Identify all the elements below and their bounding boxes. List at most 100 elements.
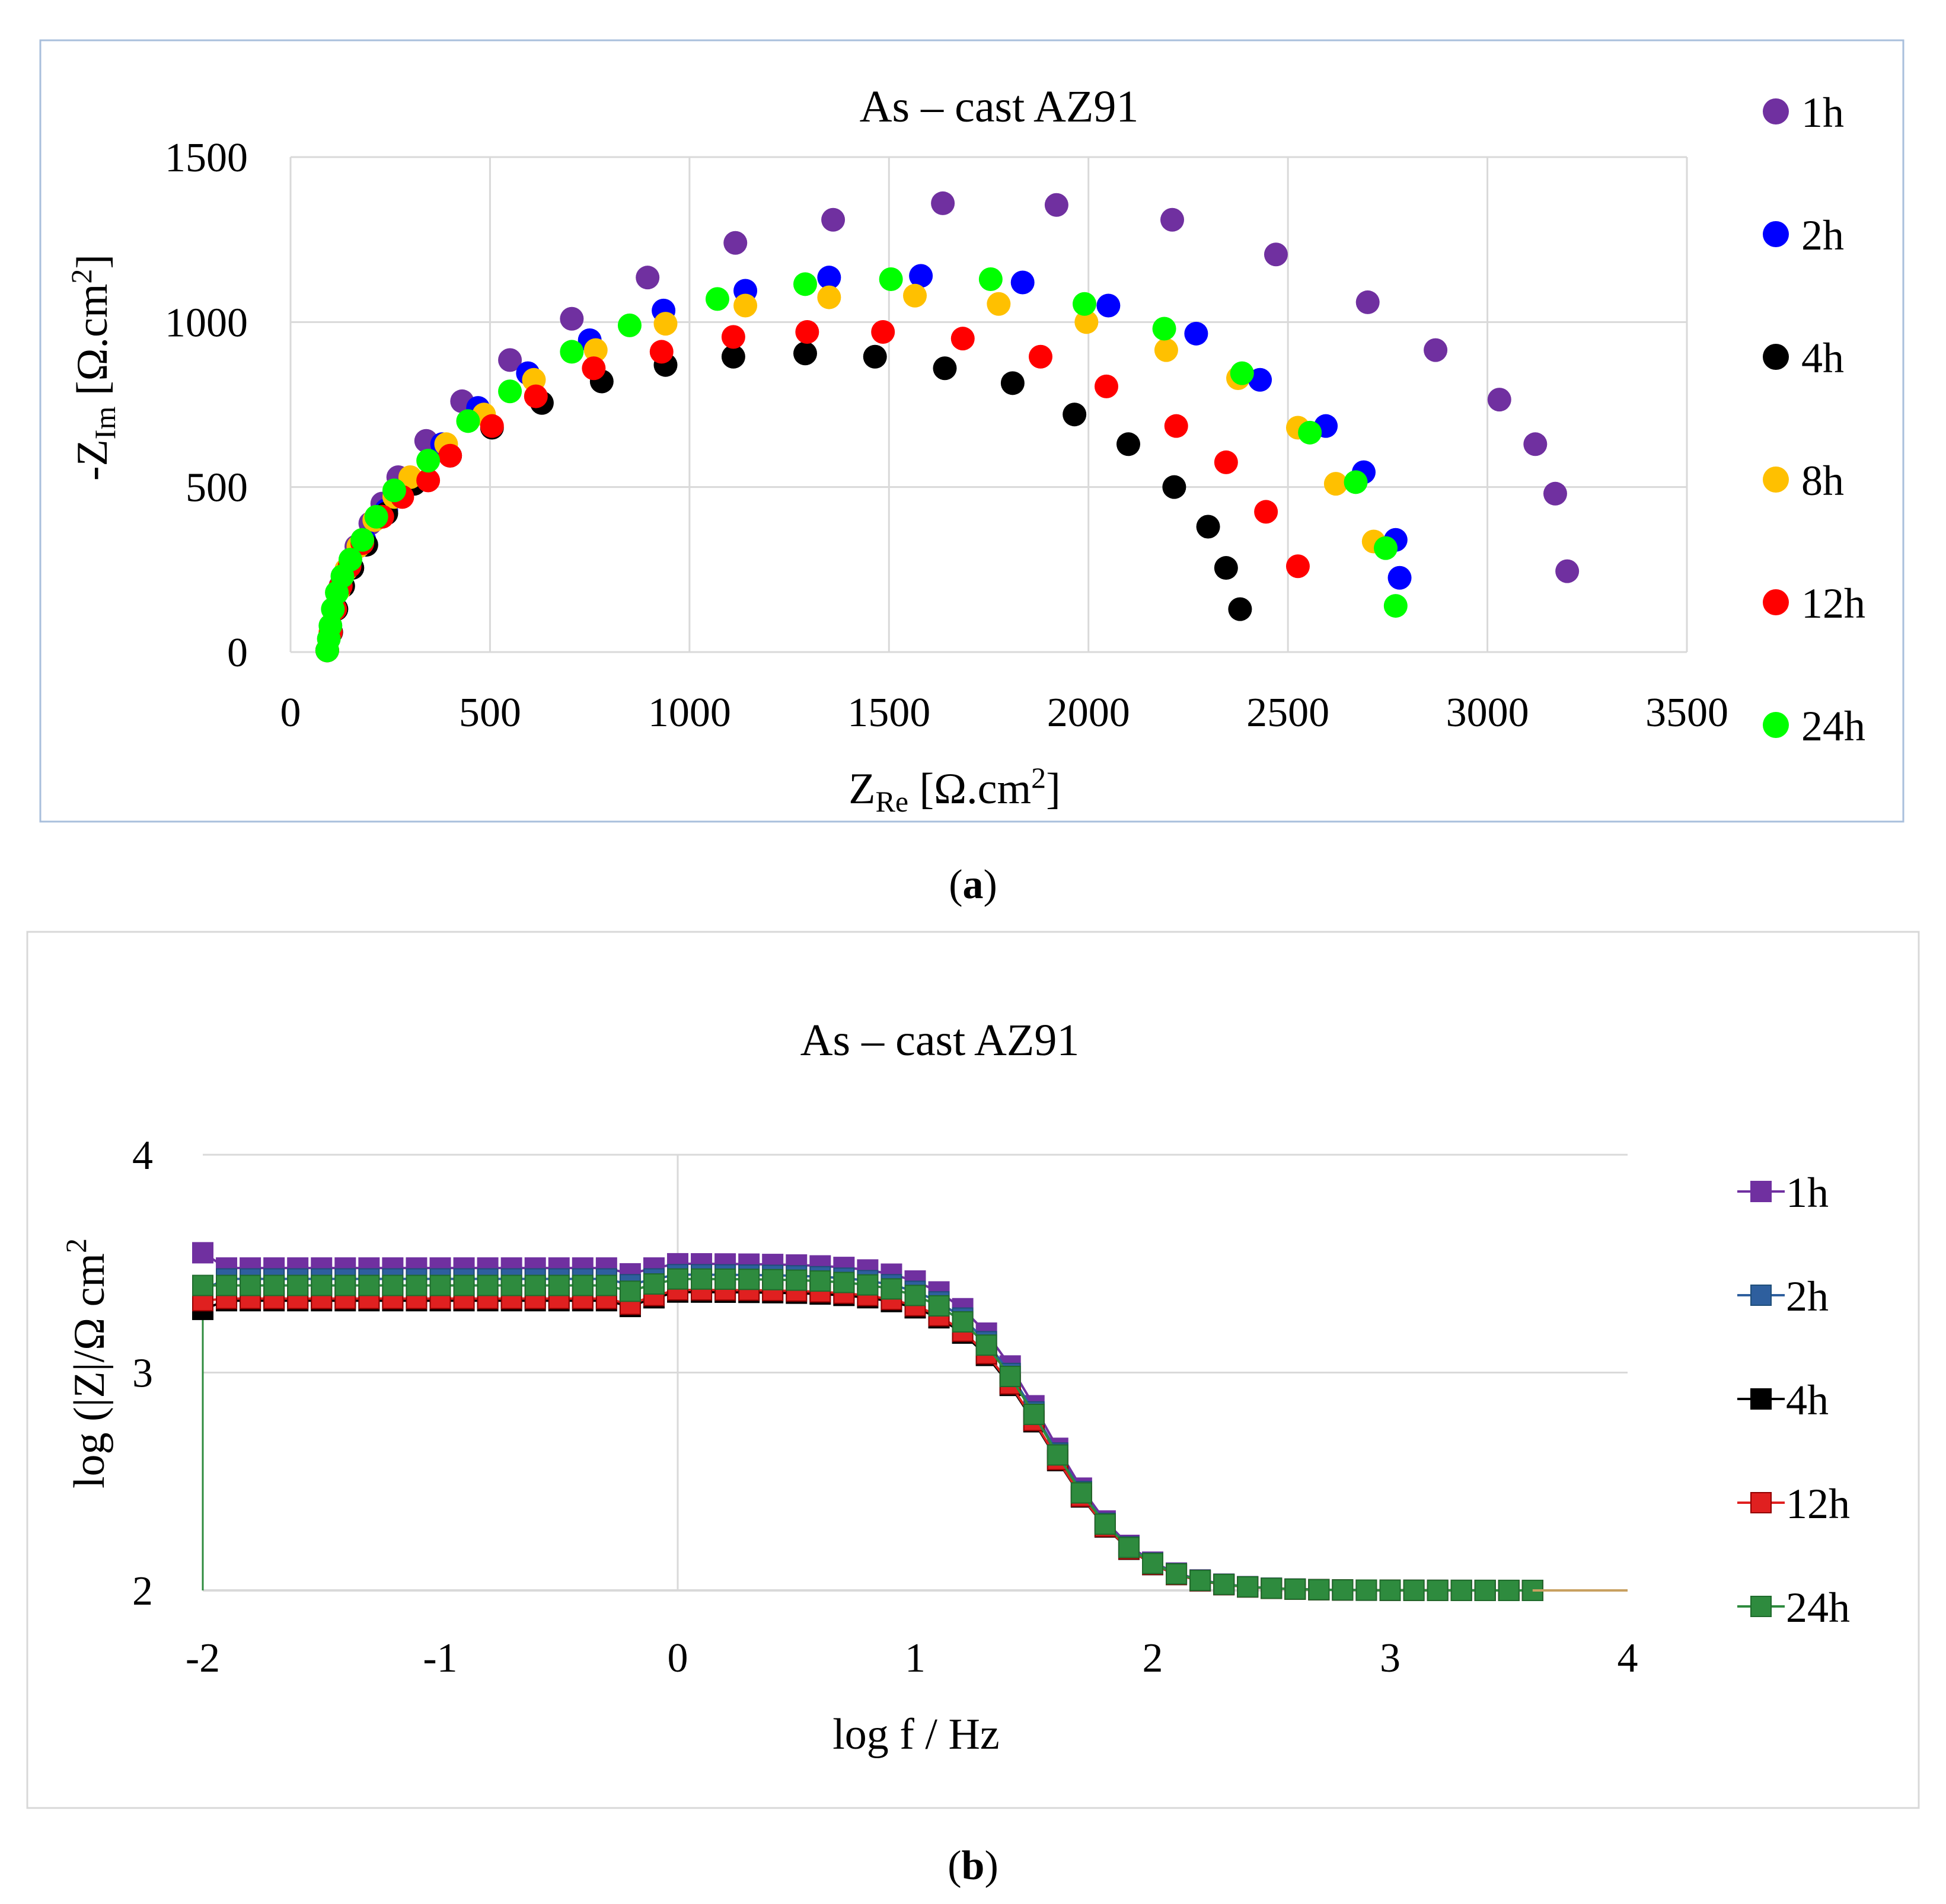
- data-point: [1230, 361, 1254, 385]
- panel-a-xtick-label: 1500: [847, 690, 930, 736]
- data-point: [649, 340, 674, 364]
- data-point: [1154, 338, 1178, 362]
- data-point: [548, 1274, 570, 1296]
- data-point: [863, 344, 887, 369]
- legend-label: 4h: [1801, 334, 1844, 382]
- legend-marker: [1763, 589, 1789, 615]
- legend-marker: [1750, 1492, 1772, 1513]
- data-point: [721, 344, 745, 369]
- legend-label: 1h: [1786, 1169, 1829, 1216]
- data-point: [1166, 1563, 1188, 1585]
- data-point: [498, 348, 522, 372]
- data-point: [595, 1274, 617, 1296]
- panel-a-ytick-label: 500: [186, 465, 248, 511]
- data-point: [453, 1274, 475, 1296]
- data-point: [1450, 1579, 1472, 1601]
- data-point: [263, 1274, 285, 1296]
- panel-b-title: As – cast AZ91: [800, 1015, 1080, 1065]
- data-point: [721, 325, 745, 349]
- data-point: [691, 1268, 713, 1290]
- legend-item-24h: 24h: [1763, 702, 1865, 750]
- data-point: [1403, 1579, 1425, 1601]
- panel-b-xtick-label: 3: [1380, 1635, 1401, 1681]
- panel-a-frame: [39, 39, 1904, 823]
- legend-item-12h: 12h: [1737, 1480, 1850, 1528]
- data-point: [952, 1311, 974, 1333]
- legend-label: 24h: [1786, 1584, 1850, 1631]
- legend-item-1h: 1h: [1737, 1169, 1829, 1216]
- data-point: [987, 292, 1011, 316]
- panel-a-xtick-label: 0: [280, 690, 301, 736]
- data-point: [1184, 321, 1208, 346]
- data-point: [216, 1274, 238, 1296]
- data-point: [560, 306, 584, 331]
- data-point: [1323, 472, 1348, 496]
- legend-marker: [1750, 1388, 1772, 1410]
- data-point: [653, 312, 678, 336]
- legend-label: 1h: [1801, 89, 1844, 136]
- data-point: [1298, 420, 1322, 445]
- data-point: [429, 1274, 451, 1296]
- data-point: [1261, 1577, 1283, 1599]
- panel-a-xlabel: ZRe [Ω.cm2]: [848, 761, 1060, 818]
- data-point: [1214, 450, 1238, 474]
- data-point: [1189, 1570, 1211, 1592]
- legend-item-8h: 8h: [1763, 457, 1844, 504]
- data-point: [909, 264, 933, 288]
- legend-label: 2h: [1801, 212, 1844, 259]
- data-point: [382, 1274, 404, 1296]
- data-point: [1373, 536, 1398, 560]
- data-point: [1498, 1579, 1520, 1601]
- data-point: [1028, 344, 1052, 369]
- data-point: [477, 1274, 499, 1296]
- data-point: [1254, 500, 1278, 524]
- panel-b-ytick-label: 4: [132, 1133, 153, 1178]
- panel-a-title: As – cast AZ91: [860, 82, 1139, 132]
- data-point: [1237, 1576, 1259, 1598]
- data-point: [1010, 270, 1035, 295]
- series-24h: [192, 1268, 1543, 1601]
- data-point: [817, 285, 841, 309]
- legend-marker: [1750, 1596, 1772, 1617]
- data-point: [1355, 1579, 1377, 1601]
- data-point: [1555, 559, 1580, 583]
- panel-b-xtick-label: 0: [668, 1635, 688, 1681]
- legend-item-24h: 24h: [1737, 1584, 1850, 1631]
- data-point: [1383, 594, 1408, 618]
- data-point: [762, 1269, 784, 1290]
- data-point: [738, 1269, 760, 1290]
- data-point: [1164, 414, 1188, 438]
- data-point: [1094, 374, 1118, 398]
- panel-a-ylabel: -ZIm [Ω.cm2]: [65, 254, 122, 481]
- legend-marker: [1763, 712, 1789, 738]
- data-point: [1285, 554, 1310, 579]
- data-point: [1248, 368, 1272, 392]
- data-point: [1000, 371, 1025, 395]
- panel-a-xtick-label: 1000: [648, 690, 731, 736]
- data-point: [933, 356, 957, 381]
- panel-b-ylabel: log (|Z|/Ω cm2: [59, 1238, 114, 1488]
- data-point: [572, 1274, 594, 1296]
- data-point: [795, 320, 819, 344]
- data-point: [1023, 1404, 1045, 1426]
- series-24h: [315, 267, 1408, 663]
- panel-b-xtick-label: 4: [1618, 1635, 1638, 1681]
- panel-b-ytick-label: 2: [132, 1568, 153, 1614]
- data-point: [871, 320, 895, 344]
- data-point: [1474, 1579, 1496, 1601]
- data-point: [560, 340, 584, 364]
- data-point: [192, 1242, 213, 1264]
- data-point: [406, 1274, 428, 1296]
- data-point: [1214, 556, 1238, 580]
- data-point: [793, 341, 817, 366]
- data-point: [975, 1334, 997, 1356]
- legend-item-2h: 2h: [1763, 212, 1844, 259]
- data-point: [714, 1268, 736, 1290]
- data-point: [1213, 1573, 1235, 1595]
- panel-b-xtick-label: -2: [186, 1635, 220, 1681]
- legend-marker: [1750, 1285, 1772, 1306]
- data-point: [480, 414, 504, 438]
- data-point: [1094, 1513, 1116, 1535]
- data-point: [833, 1272, 855, 1293]
- legend-marker: [1763, 98, 1789, 124]
